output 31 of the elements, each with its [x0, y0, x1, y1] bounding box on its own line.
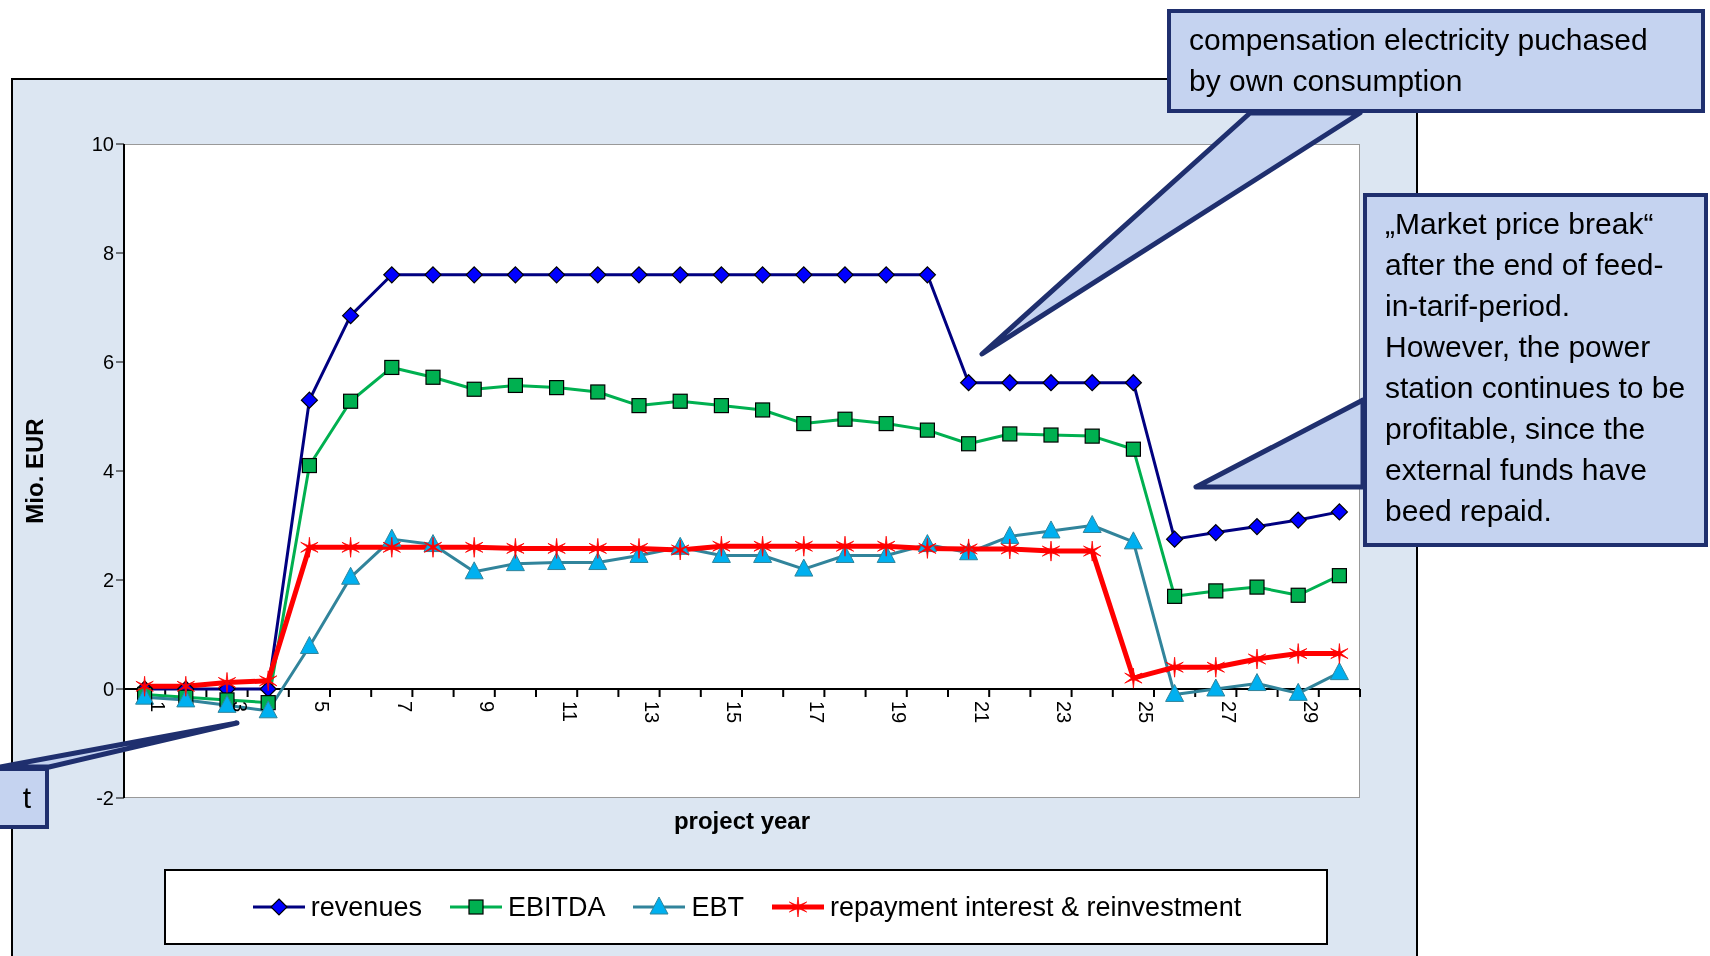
x-tick-label: 3: [229, 701, 251, 713]
text: t: [22, 781, 31, 814]
y-tick-label: 4: [102, 460, 114, 483]
legend-label: revenues: [309, 891, 422, 923]
y-tick-label: 8: [102, 242, 114, 265]
x-tick-label: 13: [641, 701, 663, 724]
text: compensation electricity puchased by own consumption: [1189, 23, 1648, 97]
legend-label: EBITDA: [506, 891, 606, 923]
x-tick-label: 23: [1053, 701, 1075, 724]
x-tick-label: 17: [805, 701, 828, 724]
y-tick-label: 2: [102, 569, 114, 592]
y-tick-label: 10: [91, 133, 114, 156]
legend-label: repayment interest & reinvestment: [828, 891, 1242, 923]
x-tick-label: 9: [476, 701, 499, 713]
x-tick-label: 11: [558, 701, 581, 722]
x-tick-label: 19: [888, 701, 911, 724]
y-tick-label: 0: [102, 678, 114, 701]
x-axis-title: project year: [673, 807, 811, 834]
x-tick-label: 25: [1135, 701, 1158, 724]
y-tick-label: 6: [102, 351, 114, 374]
y-tick-label: -2: [96, 787, 114, 810]
x-tick-label: 5: [311, 701, 334, 713]
x-tick-label: 21: [970, 701, 993, 724]
x-tick-label: 1: [146, 701, 169, 713]
x-tick-label: 29: [1300, 701, 1323, 724]
x-tick-label: 27: [1217, 701, 1240, 724]
y-axis-title: Mio. EUR: [20, 418, 48, 524]
text: „Market price break“ after the end of feed-in-tarif-period. However, the power station continues to be profitable, since the external funds have beed repaid.: [1385, 207, 1686, 527]
x-tick-label: 15: [723, 701, 746, 724]
legend-label: EBT: [690, 891, 744, 923]
x-tick-label: 7: [393, 701, 416, 713]
